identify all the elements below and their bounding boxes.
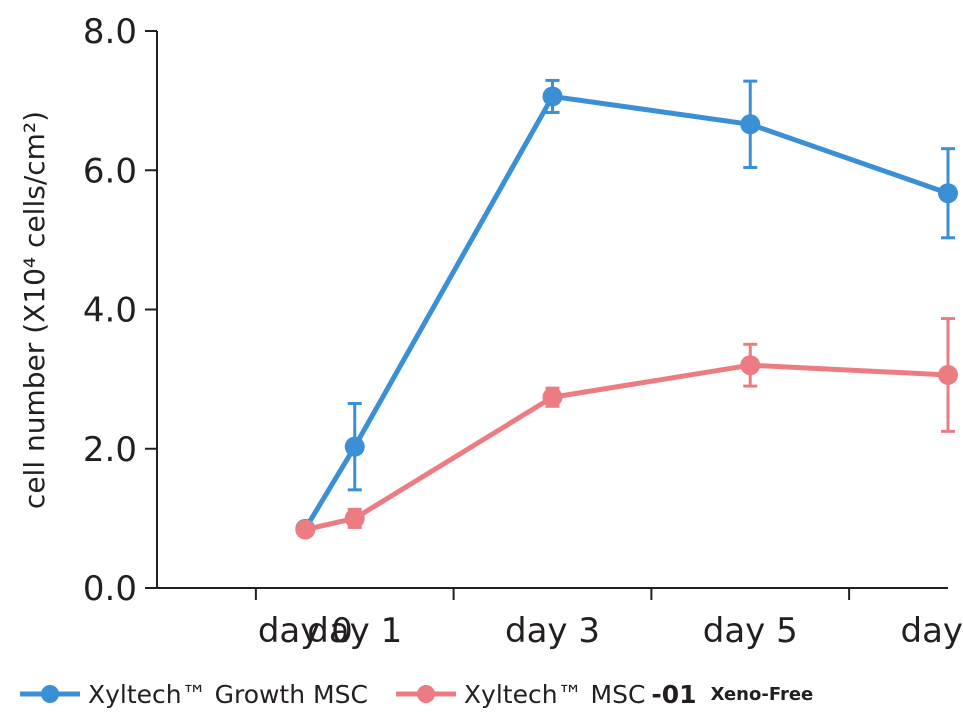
- legend-item-growth-msc: Xyltech™ Growth MSC: [18, 680, 368, 709]
- x-tick-label: day 1: [307, 611, 402, 651]
- y-tick-label: 0.0: [83, 569, 137, 609]
- data-point: [542, 86, 563, 107]
- y-tick-label: 6.0: [83, 151, 137, 191]
- legend-label-note: Xeno-Free: [710, 683, 814, 705]
- legend-label: Xyltech™ Growth MSC: [88, 679, 368, 709]
- x-tick-label: day 0: [258, 611, 353, 651]
- series-1: [295, 317, 958, 540]
- x-tick-label: day 5: [703, 611, 798, 651]
- data-point: [295, 519, 316, 540]
- legend-label-suffix: -01: [651, 679, 697, 709]
- legend-label: Xyltech™ MSC: [463, 679, 646, 709]
- y-tick-label: 4.0: [83, 291, 137, 331]
- y-tick-label: 2.0: [83, 430, 137, 470]
- y-tick-label: 8.0: [83, 12, 137, 52]
- series-layer: [295, 78, 958, 540]
- legend: Xyltech™ Growth MSC Xyltech™ MSC -01 Xen…: [18, 674, 839, 714]
- x-tick-label: day 3: [505, 611, 600, 651]
- series-line: [303, 93, 949, 531]
- data-point: [938, 183, 958, 204]
- axes: [156, 31, 948, 589]
- legend-swatch-pink: [395, 685, 456, 703]
- data-point: [542, 387, 563, 408]
- y-ticks: 0.0 2.0 4.0 6.0 8.0: [83, 12, 157, 609]
- y-axis-label: cell number (X10⁴ cells/cm²): [18, 111, 51, 509]
- data-point: [344, 436, 365, 457]
- data-point: [740, 355, 761, 376]
- data-point: [344, 508, 365, 529]
- series-line: [304, 362, 949, 532]
- data-point: [740, 114, 761, 135]
- data-point: [938, 364, 958, 385]
- legend-item-msc-01-xeno-free: Xyltech™ MSC -01 Xeno-Free: [394, 680, 813, 709]
- legend-swatch-blue: [20, 685, 80, 703]
- x-tick-label: day 7: [901, 611, 963, 651]
- series-0: [295, 78, 958, 539]
